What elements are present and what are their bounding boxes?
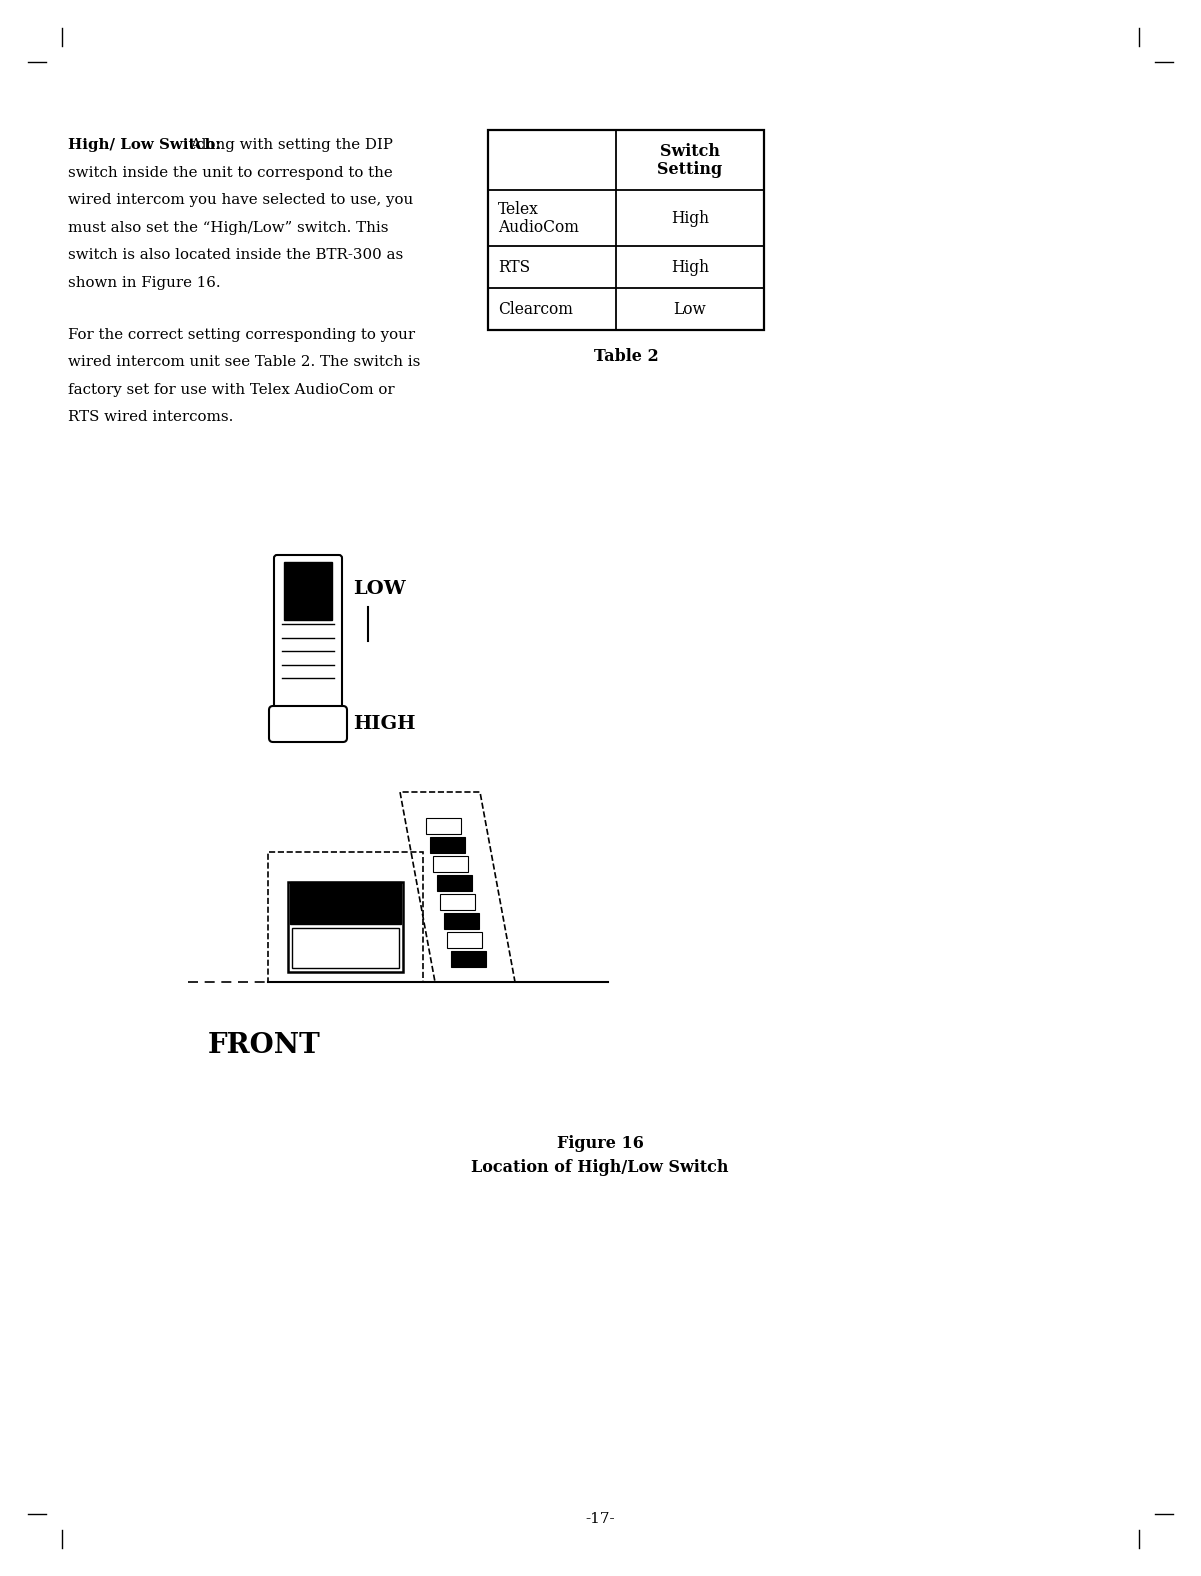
Text: Clearcom: Clearcom <box>498 301 573 317</box>
Bar <box>289 883 401 924</box>
Bar <box>283 563 331 619</box>
Text: shown in Figure 16.: shown in Figure 16. <box>68 276 221 290</box>
Bar <box>288 883 404 972</box>
Text: Along with setting the DIP: Along with setting the DIP <box>186 139 393 151</box>
FancyBboxPatch shape <box>274 555 342 709</box>
Text: RTS wired intercoms.: RTS wired intercoms. <box>68 410 233 424</box>
Text: wired intercom unit see Table 2. The switch is: wired intercom unit see Table 2. The swi… <box>68 355 420 369</box>
Bar <box>430 837 465 853</box>
Bar <box>443 913 479 928</box>
Text: LOW: LOW <box>353 580 406 597</box>
Text: wired intercom you have selected to use, you: wired intercom you have selected to use,… <box>68 192 413 206</box>
Text: Switch: Switch <box>661 142 721 159</box>
Text: High: High <box>671 258 709 276</box>
Text: High: High <box>671 210 709 227</box>
Text: High/ Low Switch:: High/ Low Switch: <box>68 139 221 151</box>
Text: switch is also located inside the BTR-300 as: switch is also located inside the BTR-30… <box>68 247 404 262</box>
Text: HIGH: HIGH <box>353 716 416 733</box>
Text: AudioCom: AudioCom <box>498 219 579 235</box>
FancyBboxPatch shape <box>269 706 347 742</box>
Bar <box>441 894 476 909</box>
Text: For the correct setting corresponding to your: For the correct setting corresponding to… <box>68 328 416 342</box>
Text: -17-: -17- <box>585 1511 615 1526</box>
Text: Table 2: Table 2 <box>593 348 658 366</box>
Text: Location of High/Low Switch: Location of High/Low Switch <box>471 1158 729 1176</box>
Text: RTS: RTS <box>498 258 530 276</box>
Bar <box>447 931 483 949</box>
Text: switch inside the unit to correspond to the: switch inside the unit to correspond to … <box>68 165 393 180</box>
Bar <box>450 950 485 968</box>
Text: Low: Low <box>674 301 706 317</box>
Bar <box>292 928 399 968</box>
Text: must also set the “High/Low” switch. This: must also set the “High/Low” switch. Thi… <box>68 221 388 235</box>
Bar <box>437 875 472 890</box>
Bar <box>426 818 461 834</box>
Text: Figure 16: Figure 16 <box>556 1135 644 1152</box>
Bar <box>434 856 468 872</box>
Text: factory set for use with Telex AudioCom or: factory set for use with Telex AudioCom … <box>68 383 395 397</box>
Text: Setting: Setting <box>657 161 723 178</box>
Text: FRONT: FRONT <box>208 1032 321 1059</box>
Text: Telex: Telex <box>498 200 539 217</box>
